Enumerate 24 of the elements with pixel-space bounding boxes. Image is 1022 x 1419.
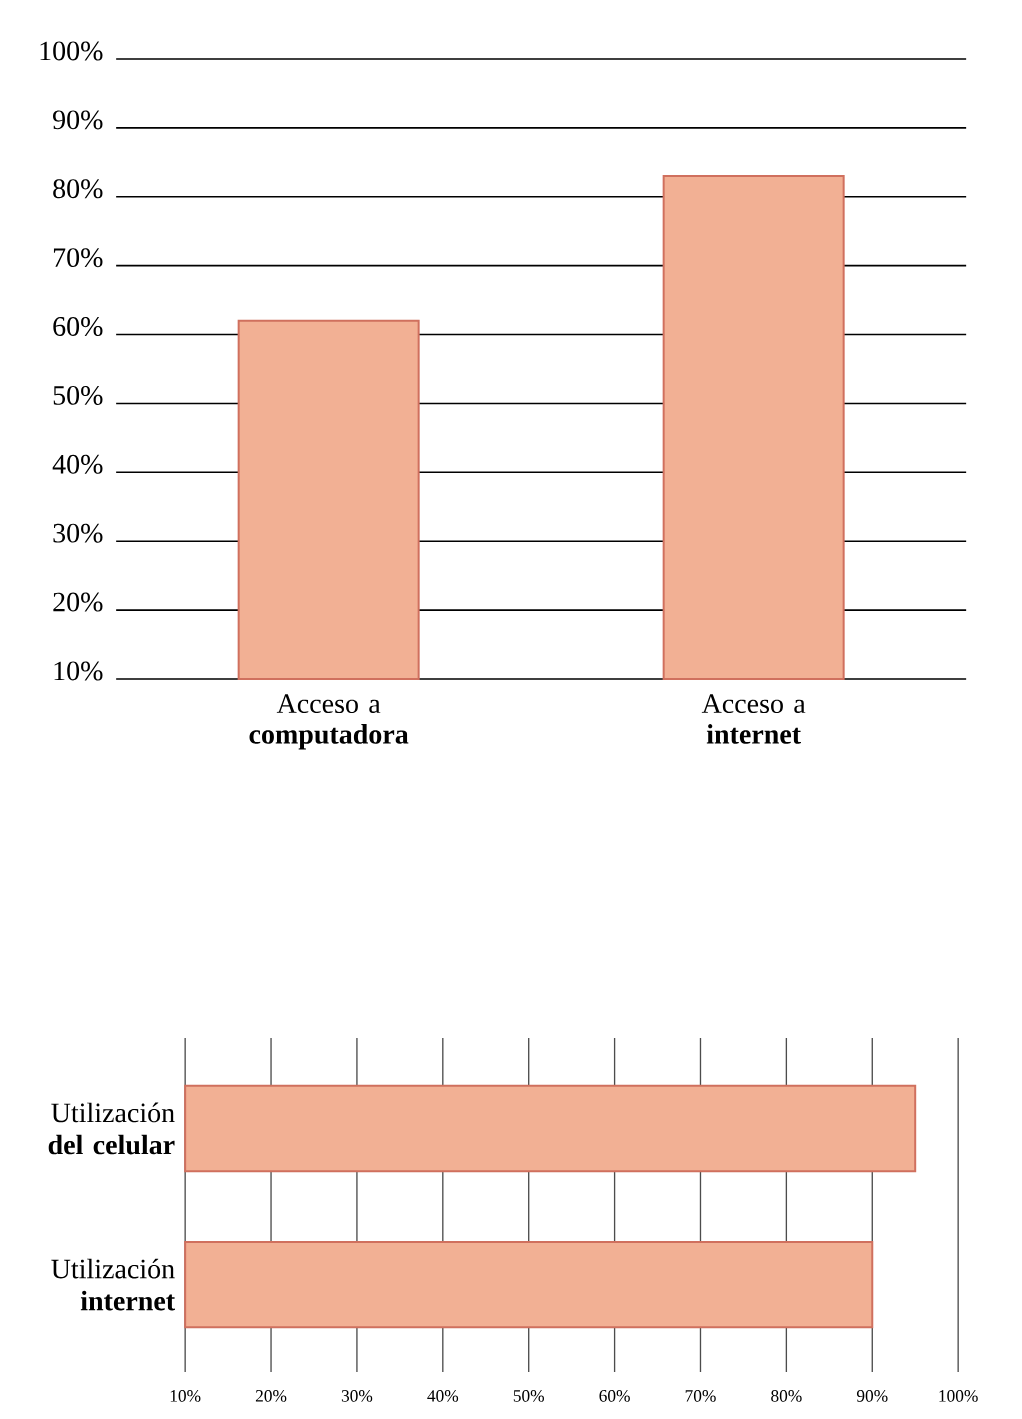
y-tick-label: 50%: [53, 385, 103, 405]
y-tick-label: Utilización internet: [51, 1258, 175, 1311]
y-tick-label: 20%: [53, 592, 103, 612]
y-tick-label: Utilización del celular: [48, 1102, 175, 1155]
y-tick-label: 70%: [53, 248, 103, 268]
x-tick-label: 80%: [771, 1390, 802, 1402]
y-tick-label: 100%: [40, 41, 103, 61]
x-tick-label: 100%: [939, 1390, 978, 1402]
y-tick-label: 80%: [53, 179, 103, 199]
y-tick-label: 30%: [53, 523, 103, 543]
x-tick-label: 70%: [685, 1390, 716, 1402]
y-tick-label: 60%: [53, 317, 103, 337]
x-tick-label: Acceso a computadora: [249, 694, 409, 750]
x-tick-label: 20%: [255, 1390, 287, 1402]
x-tick-label: 90%: [856, 1390, 888, 1402]
x-tick-label: 50%: [513, 1390, 544, 1402]
x-tick-label: 60%: [599, 1390, 630, 1402]
y-tick-label: 90%: [52, 110, 103, 130]
x-tick-label: 40%: [427, 1390, 459, 1402]
y-tick-label: 40%: [52, 454, 103, 474]
y-tick-label: 10%: [54, 661, 103, 681]
x-tick-label: 10%: [170, 1390, 201, 1402]
x-tick-label: Acceso a internet: [701, 694, 806, 744]
x-tick-label: 30%: [341, 1390, 373, 1402]
